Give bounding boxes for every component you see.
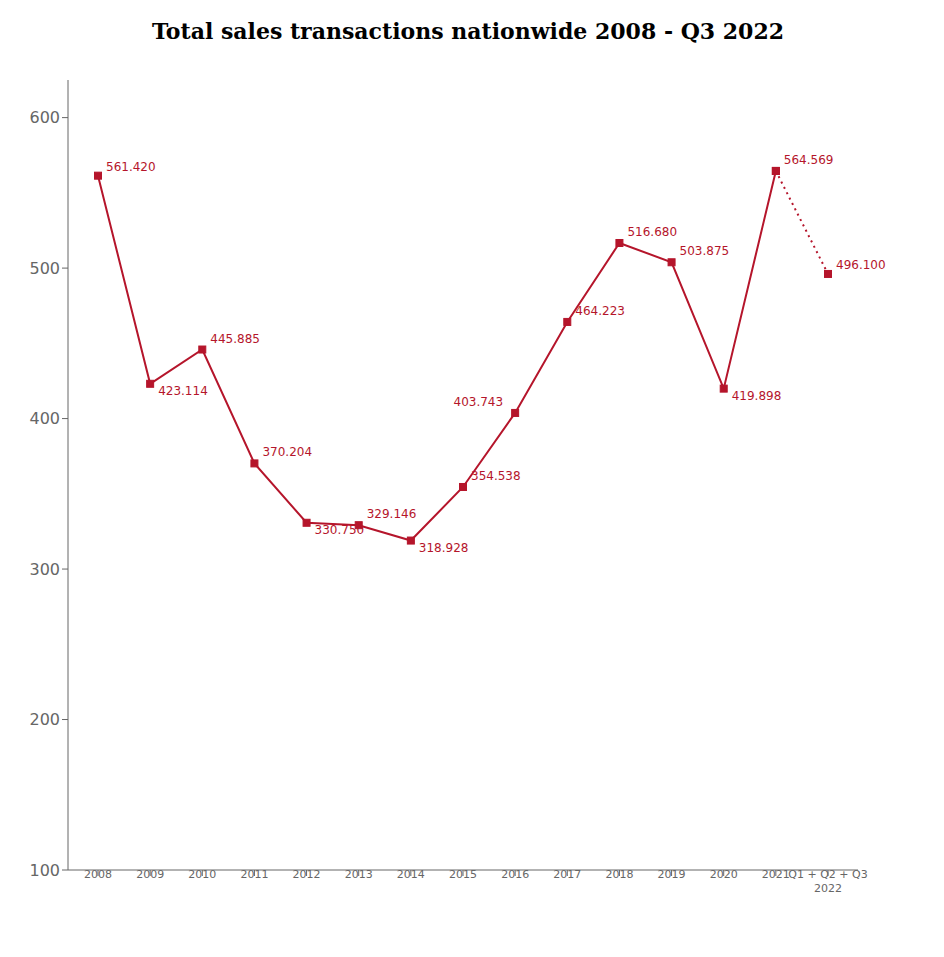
svg-text:445.885: 445.885 — [210, 332, 260, 346]
svg-text:2019: 2019 — [658, 868, 686, 881]
svg-text:200: 200 — [29, 710, 60, 729]
svg-text:2021: 2021 — [762, 868, 790, 881]
svg-text:600: 600 — [29, 108, 60, 127]
svg-text:329.146: 329.146 — [367, 507, 417, 521]
svg-text:330.750: 330.750 — [315, 523, 365, 537]
svg-text:2015: 2015 — [449, 868, 477, 881]
svg-text:2016: 2016 — [501, 868, 529, 881]
html-text:Total sales transactions natio: Total sales transactions nationwide 2008… — [152, 18, 784, 44]
svg-text:464.223: 464.223 — [575, 304, 625, 318]
svg-text:2014: 2014 — [397, 868, 425, 881]
svg-text:318.928: 318.928 — [419, 541, 469, 555]
svg-text:2012: 2012 — [293, 868, 321, 881]
svg-text:354.538: 354.538 — [471, 469, 521, 483]
svg-text:2011: 2011 — [240, 868, 268, 881]
svg-text:2020: 2020 — [710, 868, 738, 881]
svg-text:561.420: 561.420 — [106, 160, 156, 174]
svg-text:564.569: 564.569 — [784, 153, 834, 167]
svg-text:400: 400 — [29, 409, 60, 428]
svg-text:100: 100 — [29, 861, 60, 880]
svg-text:423.114: 423.114 — [158, 384, 208, 398]
svg-text:496.100: 496.100 — [836, 258, 886, 272]
svg-text:2013: 2013 — [345, 868, 373, 881]
svg-text:370.204: 370.204 — [262, 445, 312, 459]
svg-text:2008: 2008 — [84, 868, 112, 881]
svg-text:500: 500 — [29, 259, 60, 278]
svg-text:2010: 2010 — [188, 868, 216, 881]
svg-text:2017: 2017 — [553, 868, 581, 881]
svg-text:419.898: 419.898 — [732, 389, 782, 403]
svg-text:300: 300 — [29, 560, 60, 579]
svg-text:503.875: 503.875 — [680, 244, 730, 258]
svg-text:Q1 + Q2 + Q32022: Q1 + Q2 + Q32022 — [788, 868, 867, 895]
svg-text:516.680: 516.680 — [627, 225, 677, 239]
svg-text:2009: 2009 — [136, 868, 164, 881]
svg-text:403.743: 403.743 — [454, 395, 504, 409]
svg-text:2018: 2018 — [605, 868, 633, 881]
